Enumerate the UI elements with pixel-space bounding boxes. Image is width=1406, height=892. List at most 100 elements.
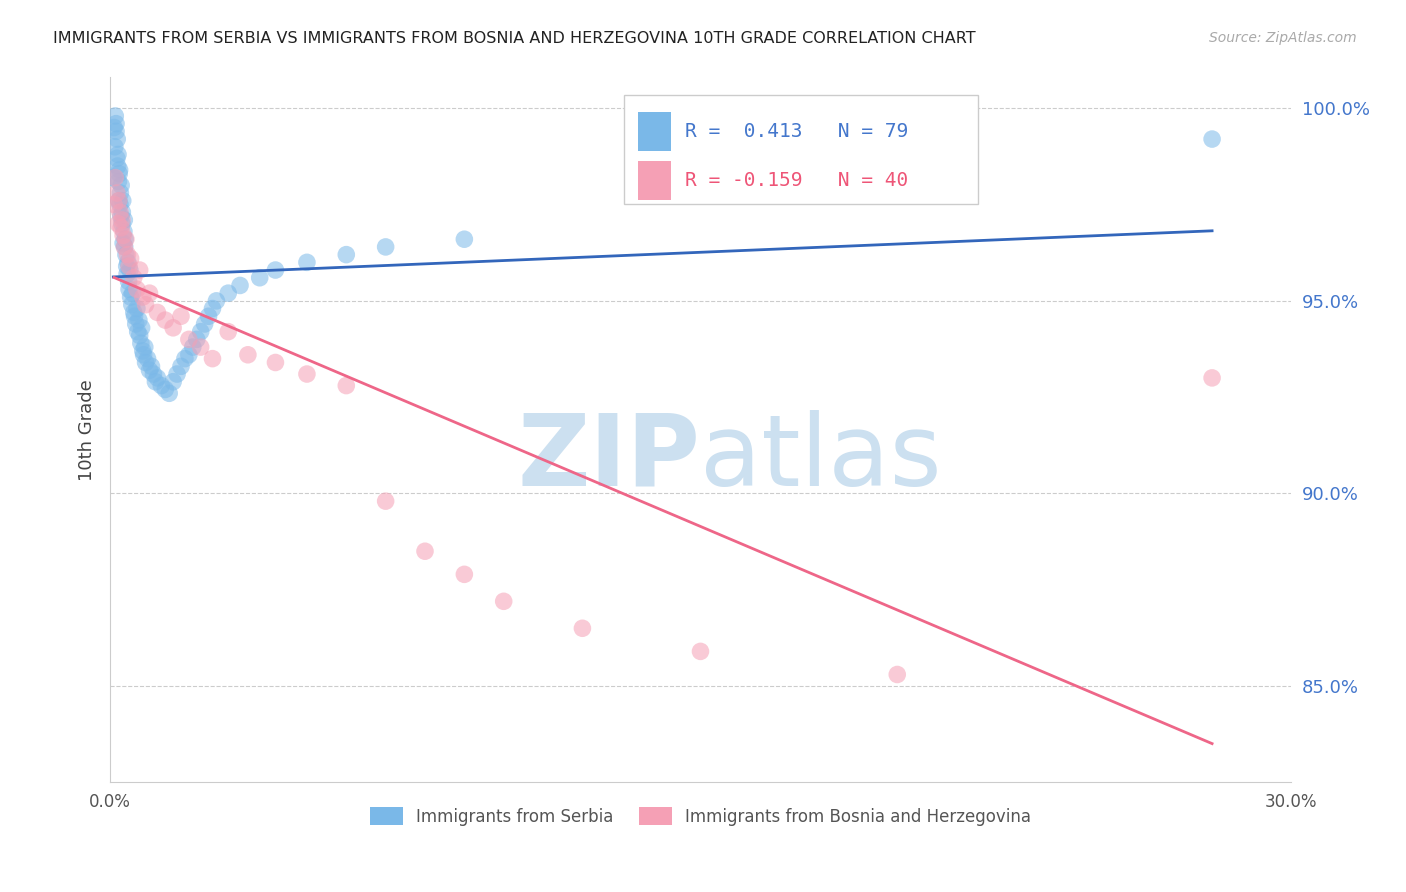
Point <box>111 194 134 208</box>
Point <box>104 109 127 123</box>
Point <box>118 259 141 273</box>
Point <box>194 317 217 331</box>
Point <box>413 544 436 558</box>
Point <box>112 236 135 251</box>
Point <box>115 232 138 246</box>
Point <box>120 290 142 304</box>
Point <box>453 567 475 582</box>
Point <box>335 378 357 392</box>
Point <box>110 178 132 193</box>
Point <box>145 375 167 389</box>
Point <box>453 232 475 246</box>
Point <box>103 170 125 185</box>
Point <box>107 159 129 173</box>
Point <box>108 194 131 208</box>
Point <box>115 267 138 281</box>
Point <box>128 263 150 277</box>
Point <box>110 209 132 223</box>
Point <box>492 594 515 608</box>
Point <box>141 359 163 374</box>
Point <box>166 367 188 381</box>
Text: atlas: atlas <box>700 409 942 507</box>
FancyBboxPatch shape <box>624 95 979 204</box>
Point <box>127 325 149 339</box>
Point <box>155 313 177 327</box>
Point <box>886 667 908 681</box>
Point <box>104 140 127 154</box>
Point <box>162 375 184 389</box>
Point <box>1201 132 1223 146</box>
Point <box>114 232 136 246</box>
Point <box>190 340 212 354</box>
Point <box>138 363 160 377</box>
Point <box>110 186 132 200</box>
Point <box>177 332 200 346</box>
Point <box>112 213 135 227</box>
Point <box>117 247 139 261</box>
Point <box>335 247 357 261</box>
Point <box>150 378 173 392</box>
Point <box>217 286 239 301</box>
Point <box>107 174 129 188</box>
Point <box>125 301 148 316</box>
Point <box>117 255 139 269</box>
Bar <box>638 112 671 151</box>
Point <box>146 371 169 385</box>
Point <box>105 117 128 131</box>
Point <box>374 240 396 254</box>
Point <box>264 355 287 369</box>
Point <box>107 147 129 161</box>
Point <box>112 240 135 254</box>
Point <box>115 259 138 273</box>
Point <box>170 310 193 324</box>
Point <box>177 348 200 362</box>
Point <box>105 124 128 138</box>
Point <box>135 355 157 369</box>
Point <box>128 313 150 327</box>
Point <box>111 205 134 219</box>
Point <box>105 152 128 166</box>
Point <box>103 197 125 211</box>
Text: ZIP: ZIP <box>517 409 700 507</box>
Point <box>201 351 224 366</box>
Point <box>146 305 169 319</box>
Point <box>105 186 128 200</box>
Point <box>571 621 593 635</box>
Point <box>295 255 318 269</box>
Legend: Immigrants from Serbia, Immigrants from Bosnia and Herzegovina: Immigrants from Serbia, Immigrants from … <box>361 799 1039 834</box>
Point <box>132 290 155 304</box>
Point <box>142 367 165 381</box>
Point <box>129 336 152 351</box>
Text: R =  0.413   N = 79: R = 0.413 N = 79 <box>685 121 908 141</box>
Point <box>201 301 224 316</box>
Point <box>122 305 145 319</box>
Point <box>121 286 143 301</box>
Point <box>264 263 287 277</box>
Point <box>186 332 208 346</box>
Point <box>110 220 132 235</box>
Point <box>374 494 396 508</box>
Point <box>249 270 271 285</box>
Text: Source: ZipAtlas.com: Source: ZipAtlas.com <box>1209 31 1357 45</box>
Text: R = -0.159   N = 40: R = -0.159 N = 40 <box>685 170 908 190</box>
Point <box>124 310 146 324</box>
Point <box>174 351 197 366</box>
Point <box>103 120 125 135</box>
Bar <box>638 161 671 200</box>
Point <box>118 282 141 296</box>
Point <box>105 132 128 146</box>
Point <box>170 359 193 374</box>
Point <box>108 162 131 177</box>
Point <box>120 252 142 266</box>
Point <box>157 386 180 401</box>
Point <box>181 340 204 354</box>
Point <box>112 228 135 243</box>
Point <box>125 282 148 296</box>
Point <box>108 205 131 219</box>
Point <box>107 217 129 231</box>
Point <box>104 170 127 185</box>
Point <box>1201 371 1223 385</box>
Point <box>108 197 131 211</box>
Text: IMMIGRANTS FROM SERBIA VS IMMIGRANTS FROM BOSNIA AND HERZEGOVINA 10TH GRADE CORR: IMMIGRANTS FROM SERBIA VS IMMIGRANTS FRO… <box>53 31 976 46</box>
Point <box>229 278 252 293</box>
